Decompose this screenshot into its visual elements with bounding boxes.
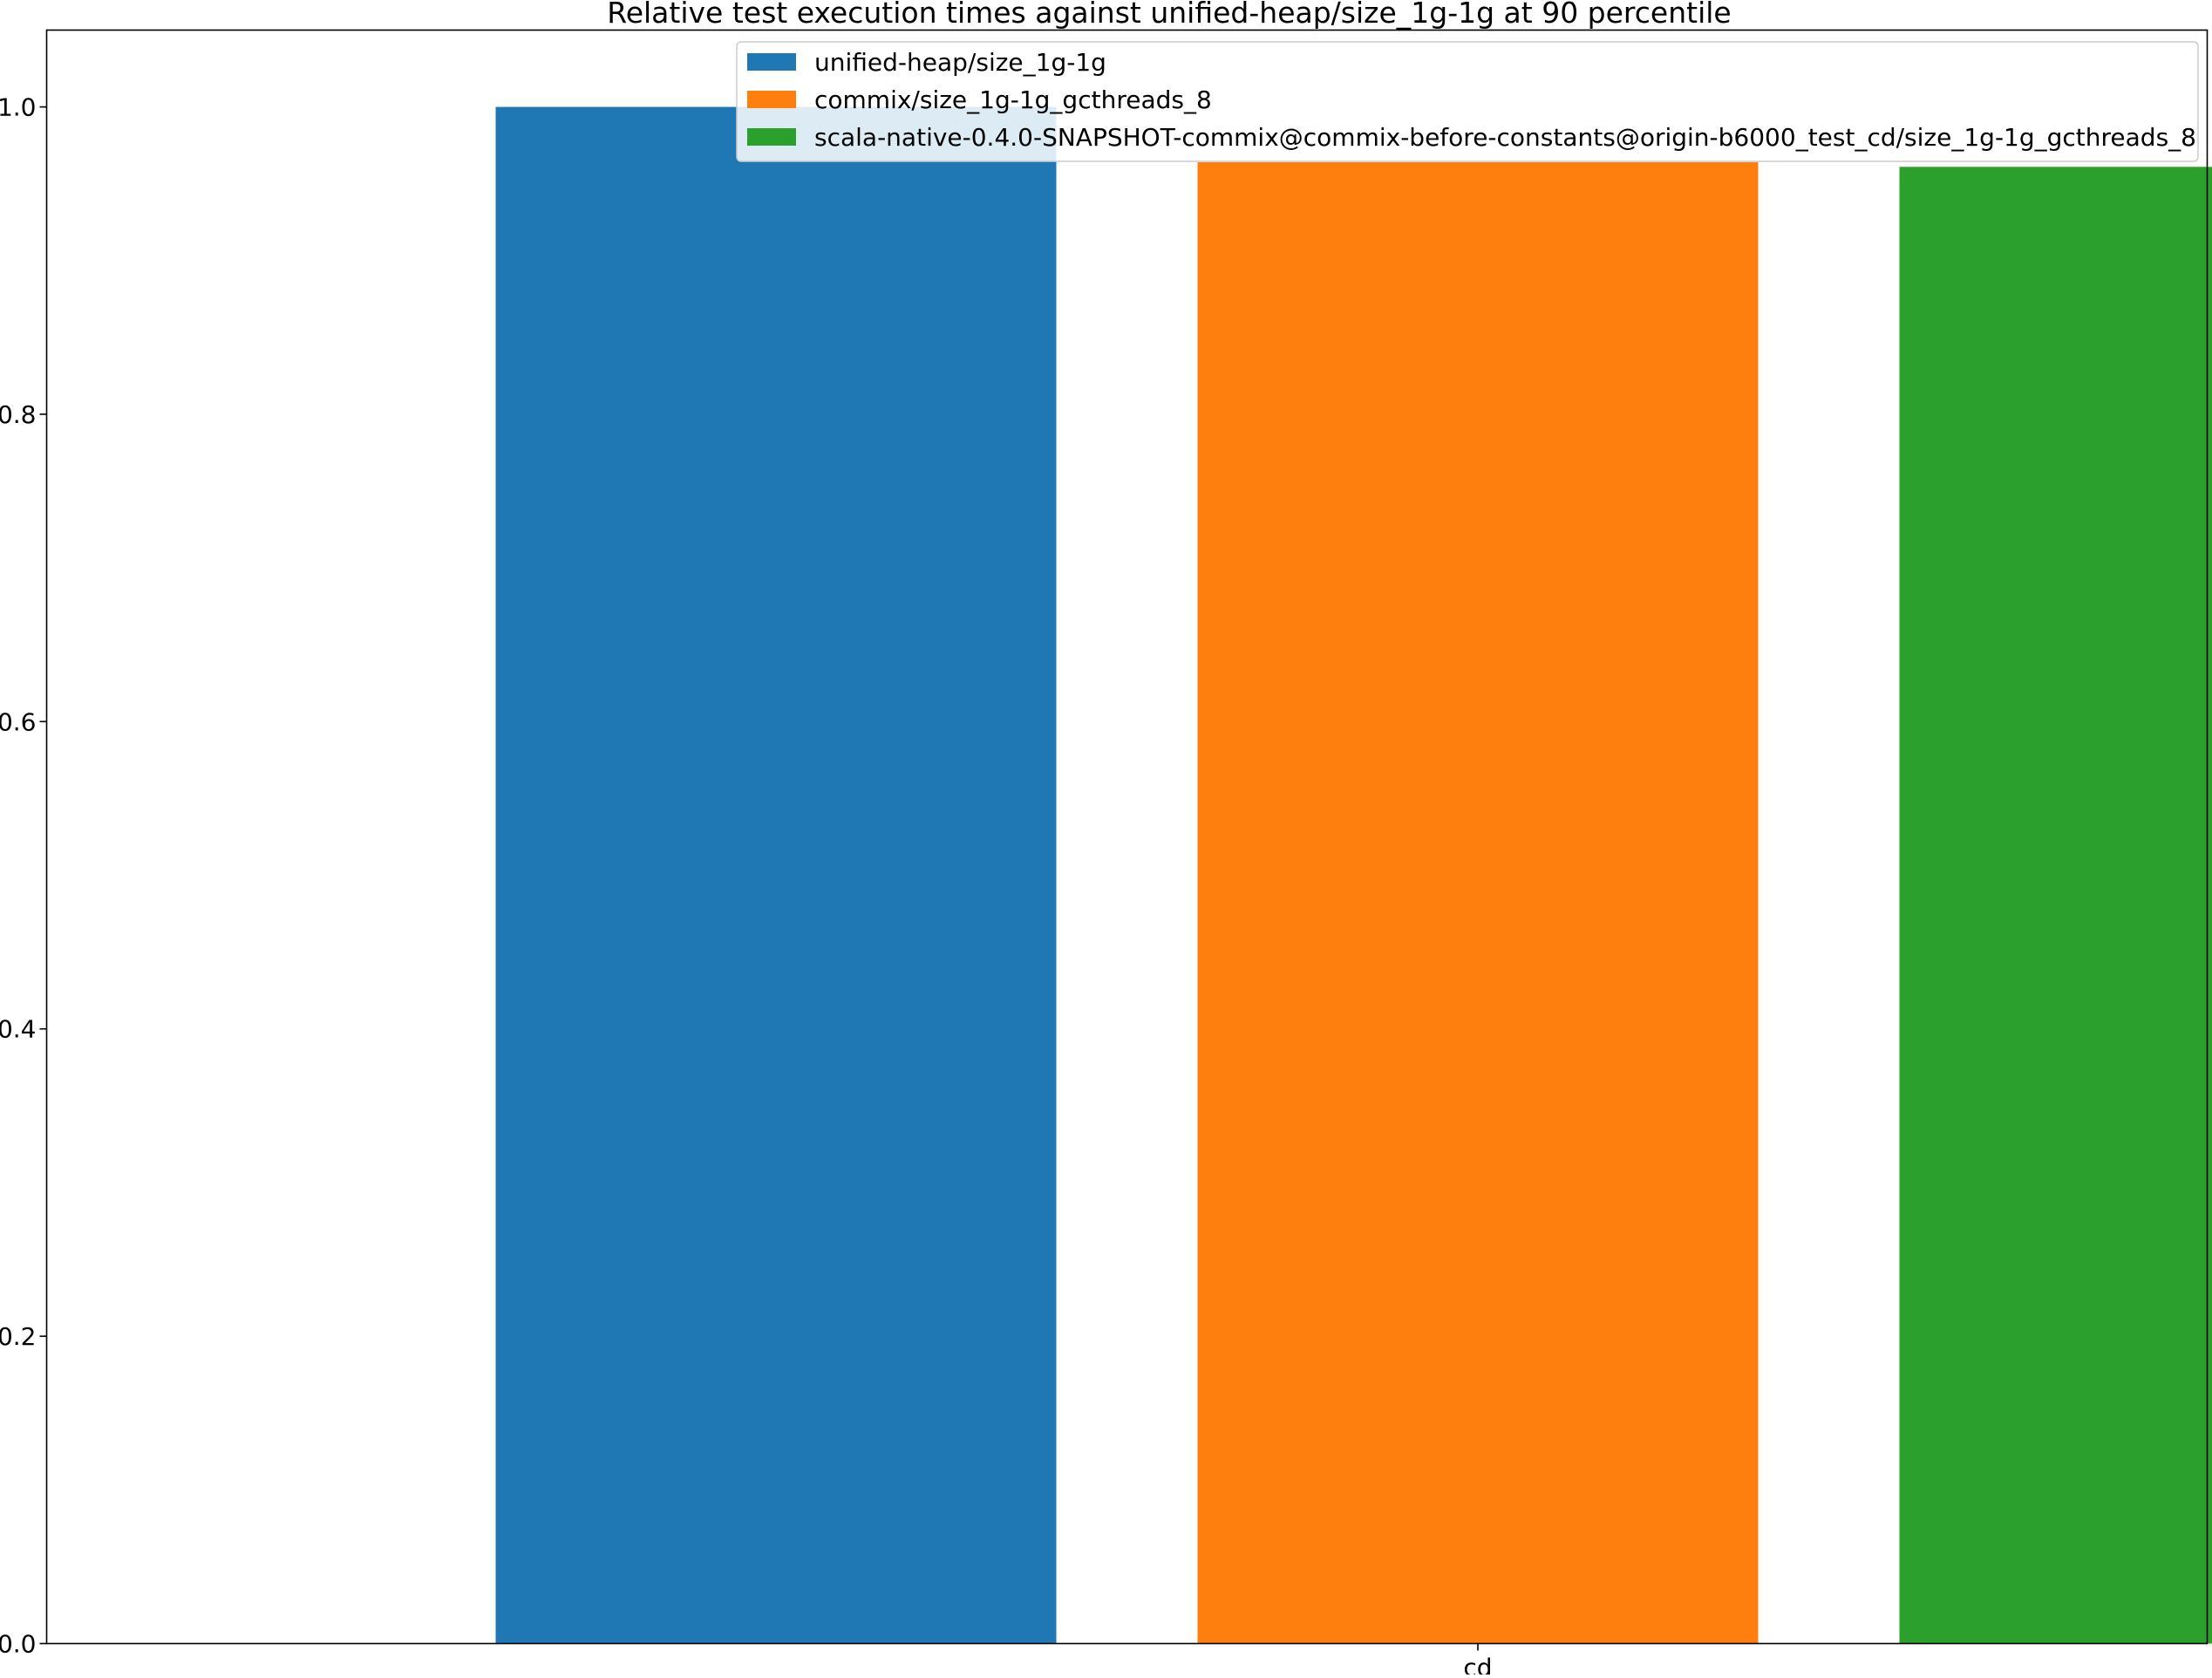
bar-series-2 [1198,162,1759,1643]
legend: unified-heap/size_1g-1g commix/size_1g-1g… [737,42,2198,161]
y-tick-label: 0.2 [0,1322,37,1351]
bars-layer [496,107,2212,1644]
bar-series-1 [496,107,1057,1644]
bar-series-3 [1900,167,2212,1643]
x-axis: cd [1463,1644,1492,1675]
legend-swatch-1 [747,53,796,71]
y-tick-label: 0.8 [0,400,37,429]
y-tick-label: 0.6 [0,707,37,736]
y-tick-label: 0.0 [0,1630,37,1659]
legend-label-2: commix/size_1g-1g_gcthreads_8 [814,85,1212,114]
plot-frame [47,31,2208,1644]
y-tick-label: 1.0 [0,93,37,122]
legend-label-1: unified-heap/size_1g-1g [814,48,1106,77]
legend-swatch-2 [747,91,796,108]
chart-title: Relative test execution times against un… [607,0,1731,30]
legend-swatch-3 [747,128,796,146]
y-axis: 0.0 0.2 0.4 0.6 0.8 1.0 [0,93,47,1659]
y-tick-label: 0.4 [0,1015,37,1044]
x-tick-label: cd [1463,1654,1492,1675]
legend-label-3: scala-native-0.4.0-SNAPSHOT-commix@commi… [814,123,2196,152]
